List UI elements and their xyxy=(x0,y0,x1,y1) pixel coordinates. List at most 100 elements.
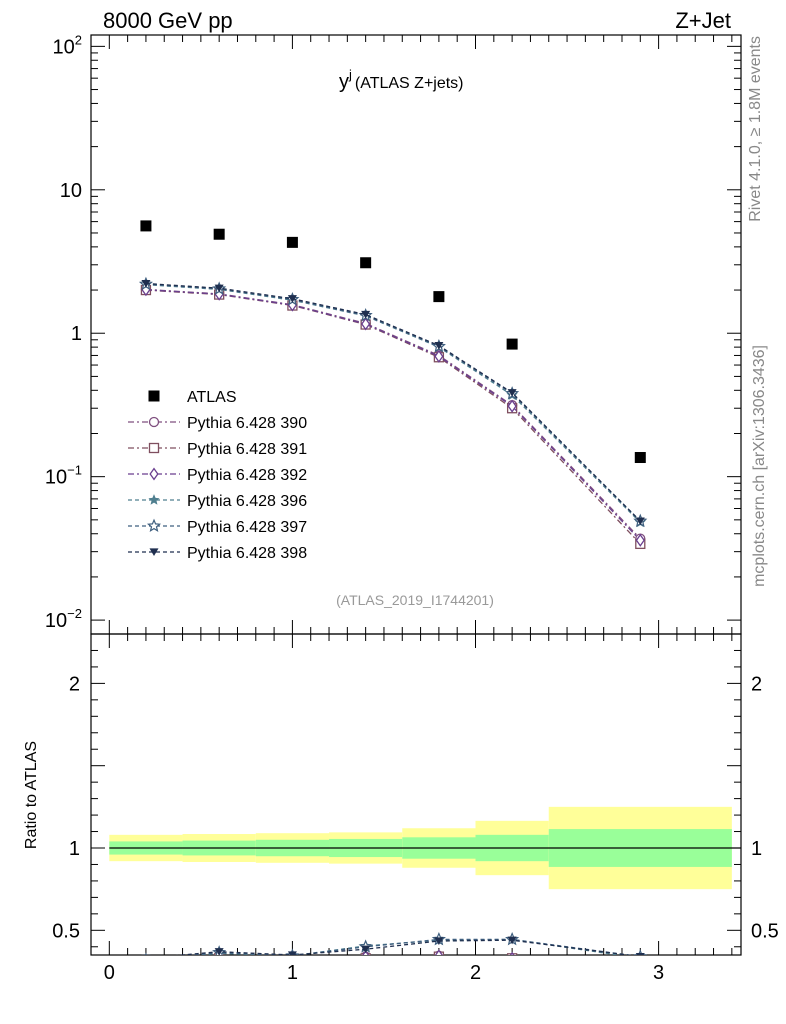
ratio-series-line xyxy=(146,956,640,968)
data-point xyxy=(141,279,151,288)
ratio-data-point xyxy=(636,963,644,974)
ratio-series-line xyxy=(146,957,640,970)
series-6 xyxy=(141,279,645,526)
plot-title-sup: j xyxy=(348,67,352,82)
ratio-y-tick-label-right: 1 xyxy=(751,838,762,860)
ratio-data-point xyxy=(145,954,147,955)
legend-marker xyxy=(148,416,160,428)
x-tick-label: 2 xyxy=(470,962,481,984)
main-y-tick-exp: 2 xyxy=(75,32,82,47)
data-point xyxy=(506,338,518,350)
legend-label: Pythia 6.428 396 xyxy=(187,493,307,510)
ratio-panel-frame xyxy=(90,633,742,956)
legend-marker xyxy=(146,518,162,532)
ratio-data-point xyxy=(434,949,443,955)
ratio-data-point xyxy=(633,949,648,955)
main-y-tick-label: 10 xyxy=(60,180,82,202)
x-tick-label: 0 xyxy=(104,962,115,984)
ratio-data-point xyxy=(635,953,645,955)
legend-label: ATLAS xyxy=(187,389,237,406)
ratio-y-tick-label-right: 0.5 xyxy=(751,920,779,942)
data-point xyxy=(433,291,445,303)
ratio-y-tick-label-left: 0.5 xyxy=(52,920,80,942)
ratio-data-point xyxy=(214,948,224,955)
main-y-tick-base: 10 xyxy=(53,36,75,58)
main-y-tick-base: 10 xyxy=(45,467,67,489)
main-y-tick-base: 10 xyxy=(45,610,67,632)
plot-title-main: y xyxy=(339,71,349,93)
main-y-tick-label: 10−2 xyxy=(45,606,82,632)
mcplots-label: mcplots.cern.ch [arXiv:1306.3436] xyxy=(751,345,768,587)
ratio-data-point xyxy=(636,965,645,974)
legend-entry: Pythia 6.428 396 xyxy=(128,493,307,510)
legend-label: Pythia 6.428 398 xyxy=(187,545,307,562)
main-y-tick-exp: −2 xyxy=(67,606,82,621)
ratio-data-point xyxy=(144,952,147,955)
legend-entry: Pythia 6.428 390 xyxy=(128,415,307,432)
main-y-tick-exp: −1 xyxy=(67,463,82,478)
data-point xyxy=(635,517,645,526)
data-point xyxy=(634,452,646,464)
data-point xyxy=(214,284,224,293)
data-point xyxy=(286,236,298,248)
data-point xyxy=(635,533,645,547)
data-point xyxy=(287,295,297,303)
ratio-y-tick-label-left: 1 xyxy=(69,838,80,860)
main-y-tick-label: 1 xyxy=(71,323,82,345)
ratio-data-point xyxy=(141,959,150,968)
main-series-group xyxy=(138,220,648,550)
ratio-y-tick-label-left: 2 xyxy=(69,673,80,695)
legend-label: Pythia 6.428 391 xyxy=(187,441,307,458)
legend-label: Pythia 6.428 392 xyxy=(187,467,307,484)
data-point xyxy=(140,220,152,232)
data-point xyxy=(434,341,444,350)
legend-marker xyxy=(148,390,160,402)
ratio-y-tick-label-right: 2 xyxy=(751,673,762,695)
ratio-data-point xyxy=(287,951,297,955)
legend-marker xyxy=(149,467,159,481)
analysis-label: (ATLAS_2019_I1744201) xyxy=(336,592,494,608)
ratio-series-group xyxy=(141,931,648,974)
ratio-data-point xyxy=(636,964,645,973)
ratio-data-point xyxy=(507,936,517,945)
legend-entry: Pythia 6.428 398 xyxy=(128,545,307,562)
ratio-data-point xyxy=(361,945,371,954)
legend-marker xyxy=(148,494,160,505)
main-y-tick-label: 10−1 xyxy=(45,463,82,489)
legend: ATLAS Pythia 6.428 390 Pythia 6.428 391 Pyt… xyxy=(128,389,307,562)
main-y-tick-base: 1 xyxy=(71,323,82,345)
legend-entry: ATLAS xyxy=(148,389,237,406)
ratio-y-axis-label: Ratio to ATLAS xyxy=(23,741,40,849)
legend-label: Pythia 6.428 390 xyxy=(187,415,307,432)
data-point xyxy=(507,399,517,413)
legend-entry: Pythia 6.428 391 xyxy=(128,441,307,458)
x-tick-label: 1 xyxy=(287,962,298,984)
main-y-tick-label: 102 xyxy=(53,32,82,58)
ratio-series-line xyxy=(146,956,640,968)
series-0 xyxy=(140,220,646,464)
ratio-axis-ticks: 2 2 1 1 0.5 0.5 0 1 2 3 xyxy=(52,634,779,984)
ratio-data-point xyxy=(142,958,150,969)
legend-marker xyxy=(149,548,159,557)
legend-entry: Pythia 6.428 392 xyxy=(128,467,307,484)
data-point xyxy=(434,349,444,363)
ratio-series-5 xyxy=(141,936,645,955)
header-right-label: Z+Jet xyxy=(675,8,731,33)
plot-title-rest: (ATLAS Z+jets) xyxy=(355,75,464,92)
main-y-tick-base: 10 xyxy=(60,180,82,202)
x-tick-label: 3 xyxy=(653,962,664,984)
legend-entry: Pythia 6.428 397 xyxy=(128,518,307,536)
legend-marker xyxy=(148,442,160,454)
ratio-data-point xyxy=(141,954,151,955)
data-point xyxy=(361,317,371,331)
rivet-label: Rivet 4.1.0, ≥ 1.8M events xyxy=(747,36,764,222)
ratio-data-point xyxy=(141,959,150,968)
header-left-label: 8000 GeV pp xyxy=(103,8,233,33)
ratio-data-point xyxy=(434,937,444,946)
ratio-data-point xyxy=(509,951,515,955)
legend-label: Pythia 6.428 397 xyxy=(187,519,307,536)
data-point xyxy=(360,257,372,269)
data-point xyxy=(361,310,371,319)
